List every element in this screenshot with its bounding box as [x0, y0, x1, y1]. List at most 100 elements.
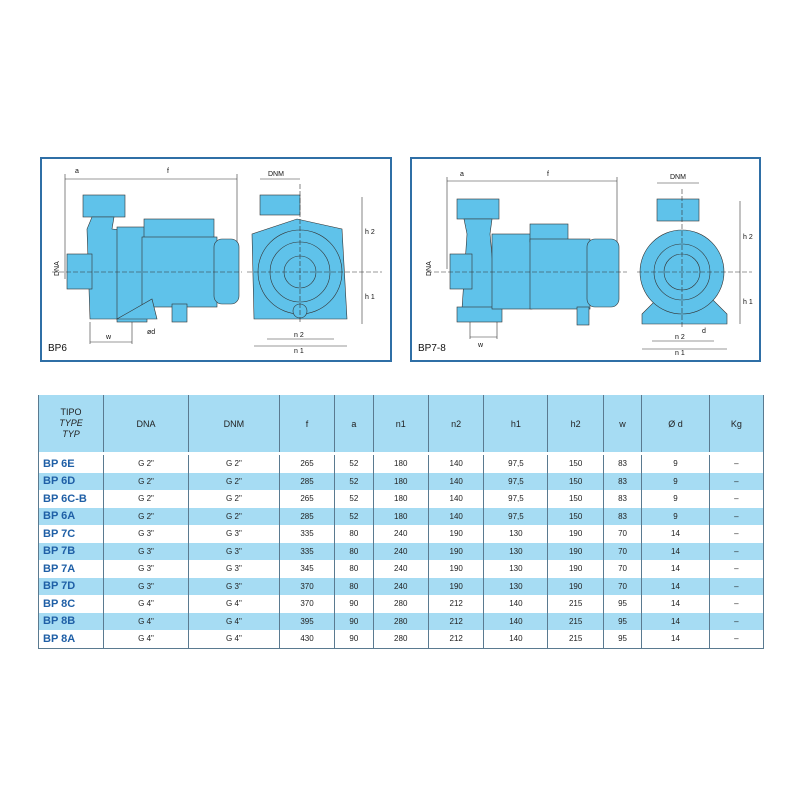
value-cell: 9: [641, 507, 710, 525]
value-cell: 190: [547, 525, 604, 543]
dim-h1: h 1: [743, 299, 753, 306]
value-cell: 140: [427, 490, 485, 508]
value-cell: 190: [427, 525, 485, 543]
value-cell: 9: [641, 472, 710, 490]
value-cell: 180: [372, 490, 429, 508]
header-col: f: [278, 395, 336, 452]
value-cell: 150: [547, 507, 604, 525]
table-row: BP 8C G 4" G 4" 370 90 280 212 140 215 95 14–: [38, 595, 765, 613]
dim-h1: h 1: [365, 294, 375, 301]
value-cell: 14: [641, 577, 710, 595]
value-cell: 212: [427, 595, 485, 613]
value-cell: 215: [547, 630, 604, 648]
value-cell: G 3": [102, 525, 190, 543]
table-row: BP 7D G 3" G 3" 370 80 240 190 130 190 70 14–: [38, 577, 765, 595]
value-cell: 52: [334, 455, 374, 473]
value-cell: 265: [278, 490, 336, 508]
value-cell: 285: [278, 507, 336, 525]
value-cell: 83: [602, 490, 643, 508]
value-cell: 70: [602, 525, 643, 543]
value-cell: 52: [334, 507, 374, 525]
dim-f: f: [167, 168, 169, 175]
dim-h2: h 2: [743, 234, 753, 241]
value-cell: 70: [602, 542, 643, 560]
value-cell: 140: [483, 630, 549, 648]
pump-type-cell: BP 7A: [38, 560, 104, 578]
value-cell: 14: [641, 630, 710, 648]
pump-type-cell: BP 8B: [38, 612, 104, 630]
value-cell: 83: [602, 507, 643, 525]
value-cell: G 4": [102, 630, 190, 648]
value-cell: G 4": [188, 595, 280, 613]
dim-f: f: [547, 171, 549, 178]
dim-w: w: [477, 342, 484, 349]
header-col: Kg: [708, 395, 765, 452]
pump-drawing-bp7-8: a f DNA w d DNM h 2 h 1 n 2 n 1: [426, 171, 753, 357]
dim-h2: h 2: [365, 229, 375, 236]
value-cell: 180: [372, 472, 429, 490]
value-cell: 52: [334, 472, 374, 490]
dim-n1: n 1: [294, 348, 304, 355]
value-cell: 14: [641, 525, 710, 543]
value-cell: 90: [334, 595, 374, 613]
value-cell: G 4": [102, 595, 190, 613]
diagram-label: BP7-8: [418, 343, 446, 354]
table-row: BP 6A G 2" G 2" 285 52 180 140 97,5 150 83 9–: [38, 507, 765, 525]
value-cell: 430: [278, 630, 336, 648]
dim-n2: n 2: [294, 332, 304, 339]
pump-type-cell: BP 7B: [38, 542, 104, 560]
value-cell: G 3": [102, 560, 190, 578]
value-cell: 97,5: [483, 472, 549, 490]
value-cell: 190: [547, 560, 604, 578]
header-col: DNM: [188, 395, 280, 452]
value-cell: 14: [641, 612, 710, 630]
dim-d: ød: [147, 329, 155, 336]
pump-type-cell: BP 8A: [38, 630, 104, 648]
value-cell: G 2": [188, 472, 280, 490]
value-cell: G 2": [102, 490, 190, 508]
value-cell: –: [708, 612, 765, 630]
value-cell: –: [708, 525, 765, 543]
value-cell: G 3": [102, 542, 190, 560]
table-row: BP 7C G 3" G 3" 335 80 240 190 130 190 70 14–: [38, 525, 765, 543]
header-type-en: TYPE: [59, 418, 83, 428]
value-cell: 80: [334, 577, 374, 595]
value-cell: 83: [602, 472, 643, 490]
value-cell: 140: [483, 595, 549, 613]
value-cell: 97,5: [483, 455, 549, 473]
diagram-bp6: a f DNA w ød DNM h 2 h 1 n 2 n 1 BP6: [40, 157, 392, 362]
value-cell: 370: [278, 595, 336, 613]
value-cell: 70: [602, 560, 643, 578]
value-cell: 280: [372, 595, 429, 613]
dim-dna: DNA: [426, 261, 433, 276]
value-cell: 14: [641, 560, 710, 578]
motor-cap: [213, 238, 240, 305]
value-cell: 212: [427, 630, 485, 648]
value-cell: G 2": [188, 490, 280, 508]
value-cell: –: [708, 560, 765, 578]
value-cell: 95: [602, 612, 643, 630]
header-col: n2: [427, 395, 485, 452]
value-cell: –: [708, 490, 765, 508]
value-cell: 370: [278, 577, 336, 595]
pump-type-cell: BP 8C: [38, 595, 104, 613]
value-cell: G 2": [102, 455, 190, 473]
value-cell: 240: [372, 542, 429, 560]
value-cell: 83: [602, 455, 643, 473]
value-cell: 280: [372, 630, 429, 648]
value-cell: 190: [427, 577, 485, 595]
dim-dnm: DNM: [670, 174, 686, 181]
value-cell: 190: [547, 577, 604, 595]
value-cell: 190: [427, 542, 485, 560]
value-cell: 140: [483, 612, 549, 630]
header-col: a: [334, 395, 374, 452]
value-cell: 52: [334, 490, 374, 508]
value-cell: 240: [372, 525, 429, 543]
value-cell: 240: [372, 560, 429, 578]
diagram-label: BP6: [48, 343, 67, 354]
value-cell: 335: [278, 542, 336, 560]
value-cell: 130: [483, 542, 549, 560]
value-cell: 90: [334, 612, 374, 630]
value-cell: G 2": [102, 472, 190, 490]
value-cell: 190: [427, 560, 485, 578]
